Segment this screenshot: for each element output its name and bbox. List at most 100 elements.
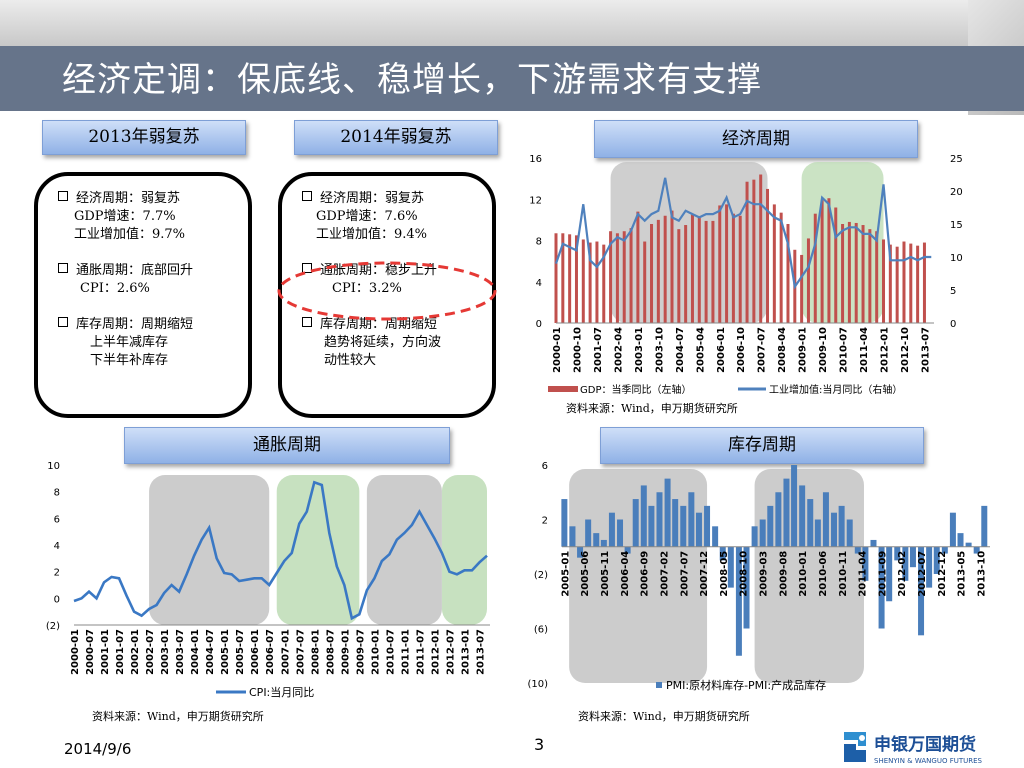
gdp-bar bbox=[615, 233, 619, 323]
cpi-line bbox=[73, 480, 488, 621]
y-tick-label: (2) bbox=[46, 621, 60, 632]
logo-mark-icon bbox=[844, 732, 866, 762]
line: CPI：2.6% bbox=[80, 281, 150, 296]
x-tick-label: 2013-05 bbox=[957, 551, 968, 597]
pmi-bar bbox=[807, 499, 814, 547]
x-tick-label: 2011-07 bbox=[415, 629, 426, 675]
x-tick-label: 2009-10 bbox=[818, 327, 829, 373]
logo-subtext: SHENYIN & WANGUO FUTURES bbox=[874, 757, 983, 765]
y-left-tick-label: 4 bbox=[536, 278, 542, 289]
pmi-bar bbox=[775, 492, 782, 547]
x-tick-label: 2001-01 bbox=[100, 629, 111, 675]
pmi-bar bbox=[918, 546, 925, 636]
pmi-bar bbox=[814, 519, 821, 547]
slide-title: 经济定调：保底线、稳增长，下游需求有支撑 bbox=[62, 60, 762, 100]
title-bar bbox=[0, 46, 1024, 111]
pmi-bar bbox=[799, 485, 806, 547]
gdp-bar bbox=[697, 217, 701, 323]
y-right-tick-label: 0 bbox=[950, 319, 956, 330]
x-tick-label: 2011-01 bbox=[400, 629, 411, 675]
x-tick-label: 2009-03 bbox=[759, 551, 770, 597]
pmi-bar bbox=[759, 519, 766, 547]
pmi-bar bbox=[648, 505, 655, 547]
y-right-tick-label: 20 bbox=[950, 187, 963, 198]
x-tick-label: 2005-04 bbox=[695, 327, 706, 373]
pmi-bar bbox=[593, 533, 600, 547]
line: 下半年补库存 bbox=[90, 353, 169, 368]
y-left-tick-label: 12 bbox=[529, 195, 542, 206]
line: 通胀周期：稳步上升 bbox=[320, 263, 438, 278]
pmi-bar bbox=[767, 505, 774, 547]
gdp-bar bbox=[677, 229, 681, 323]
x-tick-label: 2009-01 bbox=[798, 327, 809, 373]
company-logo: 申银万国期货 SHENYIN & WANGUO FUTURES bbox=[844, 732, 983, 765]
gdp-bar bbox=[902, 241, 906, 323]
x-tick-label: 2010-07 bbox=[385, 629, 396, 675]
x-tick-label: 2013-07 bbox=[475, 629, 486, 675]
bullet-icon bbox=[58, 263, 68, 273]
x-tick-label: 2000-10 bbox=[572, 327, 583, 373]
gdp-bar bbox=[643, 241, 647, 323]
gdp-bar bbox=[745, 181, 749, 323]
y-left-tick-label: 8 bbox=[536, 237, 542, 248]
pmi-bar bbox=[712, 526, 719, 547]
gdp-bar bbox=[731, 213, 735, 323]
gdp-bar bbox=[650, 224, 654, 323]
pmi-bar bbox=[719, 546, 726, 561]
x-tick-label: 2013-01 bbox=[460, 629, 471, 675]
x-tick-label: 2013-07 bbox=[920, 327, 931, 373]
x-tick-label: 2012-12 bbox=[937, 551, 948, 597]
line: 上半年减库存 bbox=[90, 335, 169, 350]
gdp-bar bbox=[704, 220, 708, 323]
line: 工业增加值：9.4% bbox=[316, 227, 428, 242]
x-tick-label: 2008-07 bbox=[325, 629, 336, 675]
line: GDP增速：7.6% bbox=[316, 209, 418, 224]
line: 库存周期：周期缩短 bbox=[320, 317, 438, 332]
x-tick-label: 2006-07 bbox=[265, 629, 276, 675]
x-tick-label: 2005-06 bbox=[580, 551, 591, 597]
gdp-bar bbox=[895, 246, 899, 323]
x-tick-label: 2002-01 bbox=[130, 629, 141, 675]
ip-legend-label: 工业增加值:当月同比（右轴） bbox=[769, 383, 902, 396]
x-tick-label: 2001-07 bbox=[115, 629, 126, 675]
y-tick-label: 4 bbox=[54, 541, 60, 552]
gdp-bar bbox=[868, 229, 872, 323]
gdp-bar bbox=[663, 215, 667, 323]
x-tick-label: 2004-07 bbox=[205, 629, 216, 675]
pmi-bar bbox=[909, 546, 916, 568]
gdp-bar bbox=[875, 231, 879, 323]
pmi-bar bbox=[695, 512, 702, 547]
gdp-legend-swatch bbox=[548, 386, 578, 392]
gdp-bar bbox=[561, 233, 565, 323]
pmi-bar bbox=[862, 546, 869, 581]
x-tick-label: 2006-04 bbox=[620, 551, 631, 597]
shaded-band bbox=[276, 475, 360, 625]
pmi-bar bbox=[656, 492, 663, 547]
gdp-legend-label: GDP：当季同比（左轴） bbox=[580, 383, 691, 396]
x-tick-label: 2010-01 bbox=[370, 629, 381, 675]
y-right-tick-label: 15 bbox=[950, 220, 963, 231]
gdp-bar bbox=[916, 245, 920, 323]
gdp-bar bbox=[629, 228, 633, 323]
pmi-bar bbox=[640, 485, 647, 547]
pmi-bar bbox=[617, 519, 624, 547]
summary-box-2013 bbox=[34, 172, 252, 418]
gdp-bar bbox=[806, 238, 810, 323]
gdp-bar bbox=[909, 243, 913, 323]
x-tick-label: 2001-07 bbox=[593, 327, 604, 373]
x-tick-label: 2009-01 bbox=[340, 629, 351, 675]
pmi-bar bbox=[783, 478, 790, 547]
pmi-bar bbox=[585, 519, 592, 547]
x-tick-label: 2008-04 bbox=[777, 327, 788, 373]
x-tick-label: 2007-07 bbox=[295, 629, 306, 675]
gdp-bar bbox=[684, 225, 688, 323]
gdp-bar bbox=[922, 242, 926, 323]
gdp-bar bbox=[595, 241, 599, 323]
x-tick-label: 2008-05 bbox=[719, 551, 730, 597]
gdp-bar bbox=[759, 174, 763, 323]
pmi-bar bbox=[664, 478, 671, 547]
x-tick-label: 2010-06 bbox=[818, 551, 829, 597]
x-tick-label: 2003-10 bbox=[654, 327, 665, 373]
cpi-legend-label: CPI:当月同比 bbox=[249, 685, 314, 699]
header-decoration bbox=[0, 0, 1024, 46]
